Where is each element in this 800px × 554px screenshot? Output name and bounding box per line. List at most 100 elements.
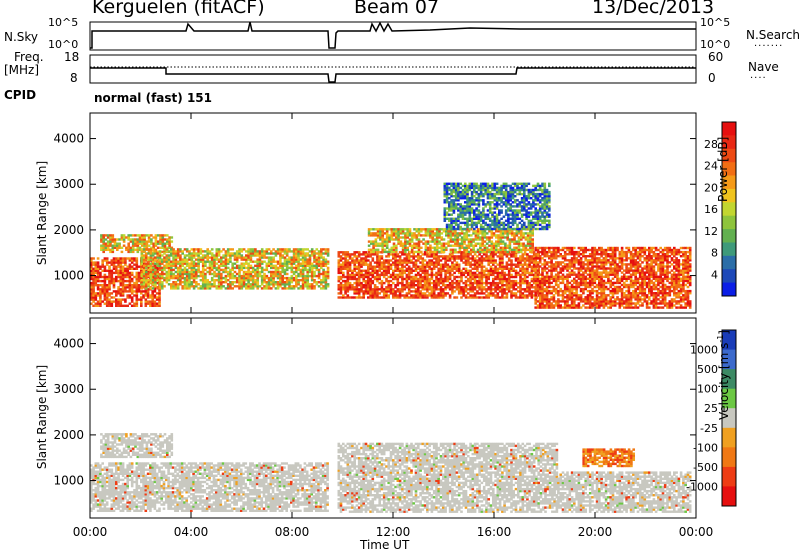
data-cell [172, 287, 175, 290]
data-cell [504, 203, 508, 206]
data-cell [192, 281, 196, 284]
data-cell [109, 236, 112, 239]
data-cell [183, 287, 187, 290]
data-cell [419, 261, 422, 264]
data-cell [503, 288, 506, 291]
data-cell [301, 272, 305, 276]
data-cell [412, 257, 415, 260]
data-cell [454, 240, 457, 243]
data-cell [476, 238, 480, 241]
data-cell [342, 271, 345, 275]
data-cell [195, 248, 198, 251]
data-cell [344, 253, 347, 256]
data-cell [527, 213, 531, 216]
data-cell [407, 288, 411, 291]
data-cell [405, 292, 409, 295]
data-cell [324, 264, 328, 267]
data-cell [395, 246, 398, 249]
data-cell [505, 294, 509, 297]
data-cell [201, 264, 205, 267]
data-cell [523, 259, 527, 262]
data-cell [249, 274, 253, 278]
data-cell [430, 277, 434, 281]
data-cell [431, 230, 434, 233]
data-cell [201, 256, 205, 259]
data-cell [224, 274, 228, 278]
data-cell [476, 263, 479, 266]
data-cell [135, 294, 139, 297]
data-cell [231, 281, 234, 284]
data-cell [536, 217, 540, 220]
data-cell [155, 296, 159, 299]
data-cell [493, 225, 497, 229]
data-cell [526, 294, 529, 297]
data-cell [423, 269, 427, 272]
data-cell [410, 248, 414, 251]
data-cell [502, 225, 506, 229]
data-cell [462, 257, 465, 260]
data-cell [475, 192, 478, 196]
data-cell [220, 287, 223, 290]
data-cell [435, 281, 438, 285]
data-cell [510, 250, 514, 254]
data-cell [224, 262, 228, 265]
data-cell [507, 273, 511, 277]
data-cell [423, 292, 427, 295]
data-cell [435, 238, 439, 241]
data-cell [491, 201, 494, 204]
data-cell [353, 286, 356, 289]
data-cell [306, 272, 309, 276]
data-cell [395, 230, 398, 233]
data-cell [337, 263, 341, 266]
data-cell [462, 292, 465, 295]
data-cell [124, 259, 127, 262]
data-cell [514, 253, 518, 256]
data-cell [396, 279, 400, 283]
data-cell [104, 238, 108, 241]
data-cell [476, 279, 479, 283]
data-cell [140, 267, 143, 270]
data-cell [507, 219, 510, 222]
data-cell [420, 234, 423, 237]
data-cell [270, 287, 273, 290]
data-cell [495, 192, 499, 196]
data-cell [523, 213, 526, 216]
data-cell [376, 248, 380, 251]
data-cell [229, 281, 232, 284]
data-cell [508, 246, 512, 249]
data-cell [455, 269, 459, 272]
data-cell [512, 255, 515, 258]
data-cell [528, 257, 531, 260]
data-cell [92, 292, 95, 295]
data-cell [127, 236, 130, 239]
data-cell [426, 294, 429, 297]
data-cell [138, 236, 142, 239]
data-cell [454, 250, 457, 254]
data-cell [215, 287, 219, 290]
data-cell [283, 281, 287, 284]
data-cell [99, 275, 102, 279]
data-cell [444, 279, 447, 283]
data-cell [513, 195, 517, 198]
data-cell [310, 266, 314, 270]
data-cell [385, 296, 388, 299]
data-cell [151, 260, 155, 263]
data-cell [401, 259, 404, 262]
data-cell [166, 246, 169, 249]
data-cell [432, 296, 436, 299]
data-cell [105, 259, 109, 262]
data-cell [531, 238, 534, 241]
data-cell [493, 211, 497, 214]
data-cell [468, 197, 472, 200]
data-cell [536, 213, 540, 216]
data-cell [188, 283, 191, 286]
data-cell [526, 267, 529, 270]
data-cell [410, 234, 414, 237]
data-cell [424, 228, 428, 231]
data-cell [459, 192, 462, 196]
data-cell [470, 228, 473, 231]
data-cell [488, 197, 492, 200]
data-cell [371, 273, 375, 277]
data-cell [447, 244, 450, 247]
